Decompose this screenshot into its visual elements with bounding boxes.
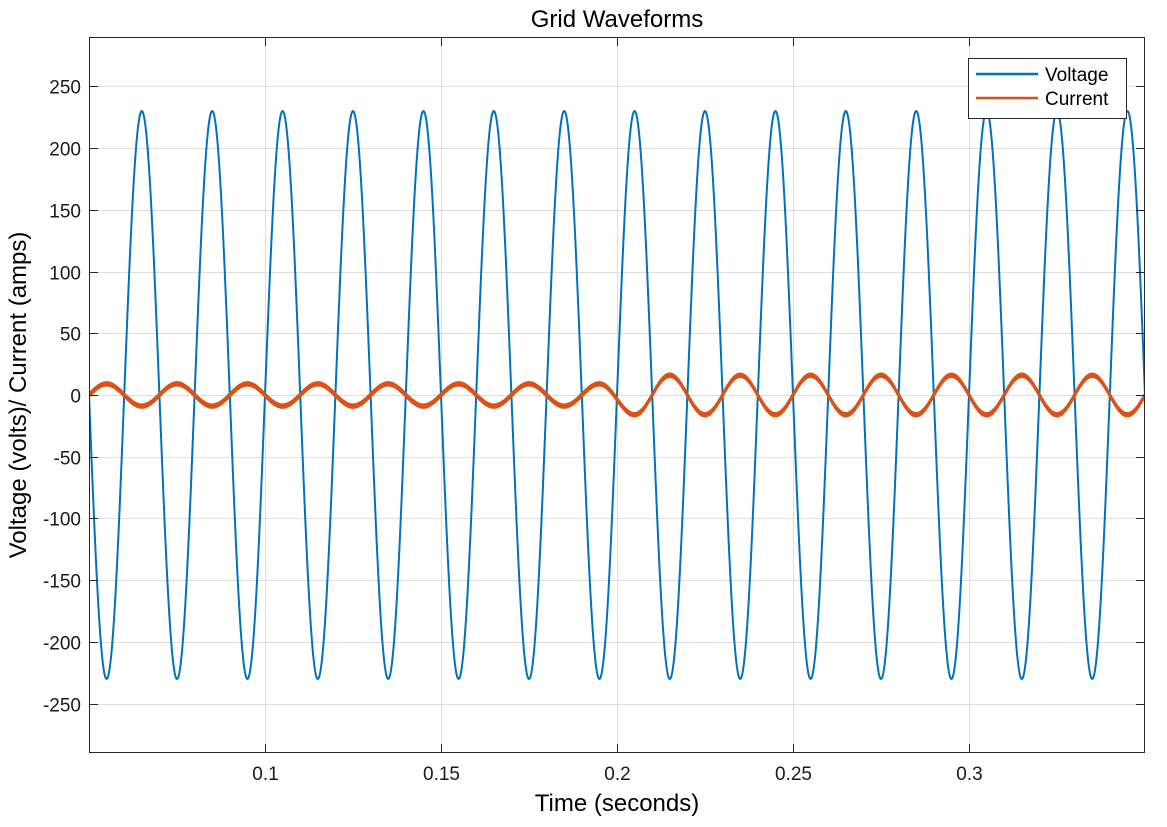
- y-tick-label: -250: [43, 696, 81, 717]
- ticks: 0.1 0.15 0.2 0.25 0.3 250 200 150 100 50 0 -50 -100 -…: [43, 37, 1145, 785]
- y-tick-label: 200: [49, 140, 81, 161]
- x-tick-label: 0.25: [775, 764, 812, 785]
- y-tick-label: 100: [49, 264, 81, 285]
- series-line-current: [89, 372, 1145, 418]
- x-axis-label: Time (seconds): [535, 790, 699, 817]
- x-tick-label: 0.15: [423, 764, 460, 785]
- y-tick-label: 0: [70, 387, 81, 408]
- y-tick-label: 50: [60, 325, 81, 346]
- y-tick-label: -100: [43, 510, 81, 531]
- legend-label-voltage: Voltage: [1045, 65, 1108, 86]
- legend-label-current: Current: [1045, 89, 1109, 110]
- y-axis-label: Voltage (volts)/ Current (amps): [5, 232, 32, 559]
- y-tick-label: -150: [43, 572, 81, 593]
- y-tick-label: -200: [43, 634, 81, 655]
- legend-box: [968, 58, 1127, 119]
- series-layer: [89, 110, 1145, 680]
- legend: Voltage Current: [968, 58, 1127, 119]
- x-tick-label: 0.2: [604, 764, 630, 785]
- y-tick-label: 250: [49, 78, 81, 99]
- chart-title: Grid Waveforms: [531, 6, 703, 33]
- y-tick-label: -50: [54, 449, 81, 470]
- y-tick-label: 150: [49, 202, 81, 223]
- x-tick-label: 0.3: [956, 764, 982, 785]
- x-tick-label: 0.1: [252, 764, 278, 785]
